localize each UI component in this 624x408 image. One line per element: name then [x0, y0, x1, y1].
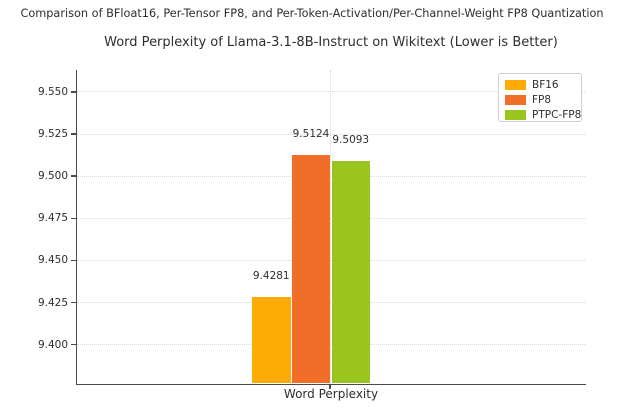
legend: BF16 FP8 PTPC-FP8 [498, 73, 582, 122]
legend-label-bf16: BF16 [532, 79, 559, 92]
bar-value-label-bf16: 9.4281 [252, 270, 290, 283]
gridline-horizontal [77, 175, 585, 177]
bar-bf16 [252, 297, 291, 384]
gridline-horizontal [77, 344, 585, 346]
gridline-horizontal [77, 91, 585, 93]
y-tick-label: 9.425 [37, 296, 68, 309]
y-tick-mark [71, 259, 76, 262]
legend-swatch-fp8 [505, 95, 526, 106]
x-axis-spine [75, 383, 586, 385]
y-tick-mark [71, 133, 76, 135]
y-tick-label: 9.450 [37, 254, 68, 267]
y-tick-mark [71, 217, 76, 220]
x-axis-label: Word Perplexity [283, 386, 379, 401]
gridline-horizontal [77, 217, 585, 219]
legend-label-fp8: FP8 [532, 94, 552, 107]
bar-value-label-fp8: 9.5124 [292, 128, 330, 141]
bar-ptpc-fp8 [331, 160, 370, 384]
gridline-horizontal [77, 259, 585, 261]
bar-fp8 [291, 155, 331, 384]
gridline-horizontal [77, 133, 585, 135]
legend-item-bf16: BF16 [505, 78, 581, 93]
y-tick-label: 9.525 [37, 128, 68, 141]
x-tick-mark [329, 385, 331, 389]
legend-swatch-bf16 [505, 80, 526, 91]
legend-swatch-ptpc-fp8 [505, 109, 526, 120]
chart-title: Word Perplexity of Llama-3.1-8B-Instruct… [104, 35, 558, 50]
legend-label-ptpc-fp8: PTPC-FP8 [532, 108, 582, 121]
y-axis-spine [75, 70, 77, 385]
legend-item-ptpc-fp8: PTPC-FP8 [505, 107, 581, 122]
y-tick-label: 9.475 [37, 212, 68, 225]
figure-suptitle: Comparison of BFloat16, Per-Tensor FP8, … [20, 7, 604, 20]
bar-value-label-ptpc-fp8: 9.5093 [332, 133, 370, 146]
y-tick-mark [71, 343, 76, 346]
legend-item-fp8: FP8 [505, 93, 581, 108]
y-tick-label: 9.550 [37, 85, 68, 98]
y-tick-label: 9.400 [37, 338, 68, 351]
y-tick-mark [71, 175, 76, 177]
y-tick-mark [71, 91, 76, 93]
y-tick-mark [71, 301, 76, 304]
gridline-horizontal [77, 302, 585, 304]
plot-area: 9.4281 9.5124 9.5093 [77, 70, 585, 384]
y-tick-label: 9.500 [37, 170, 68, 183]
